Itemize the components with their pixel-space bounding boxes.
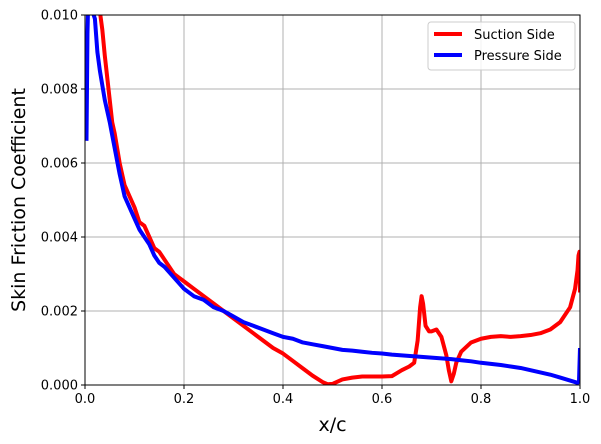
plot-lines	[85, 15, 580, 385]
grid	[84, 14, 581, 386]
legend: Suction Side Pressure Side	[427, 21, 576, 71]
y-axis-label: Skin Friction Coefficient	[8, 88, 30, 312]
x-tick-label: 0.4	[273, 392, 294, 407]
x-tick-label: 0.8	[471, 392, 492, 407]
y-tick-label: 0.010	[41, 9, 78, 24]
x-tick-label: 1.0	[570, 392, 591, 407]
y-tick-label: 0.002	[41, 305, 78, 320]
x-tick-label: 0.6	[372, 392, 393, 407]
axis-ticks: 0.0 0.2 0.4 0.6 0.8 1.0 0.000 0.002 0.004 0.006 0.…	[41, 9, 591, 408]
x-axis-label: x/c	[318, 414, 346, 436]
legend-suction-label: Suction Side	[474, 28, 555, 43]
y-tick-label: 0.000	[41, 379, 78, 394]
pressure-side-line	[85, 15, 580, 385]
plot-area-frame	[84, 14, 581, 386]
legend-box	[427, 21, 576, 71]
y-tick-label: 0.008	[41, 83, 78, 98]
y-tick-label: 0.006	[41, 157, 78, 172]
y-tick-label: 0.004	[41, 231, 78, 246]
x-tick-label: 0.0	[75, 392, 96, 407]
x-tick-label: 0.2	[174, 392, 195, 407]
suction-side-line	[98, 15, 580, 385]
legend-pressure-label: Pressure Side	[474, 49, 562, 64]
